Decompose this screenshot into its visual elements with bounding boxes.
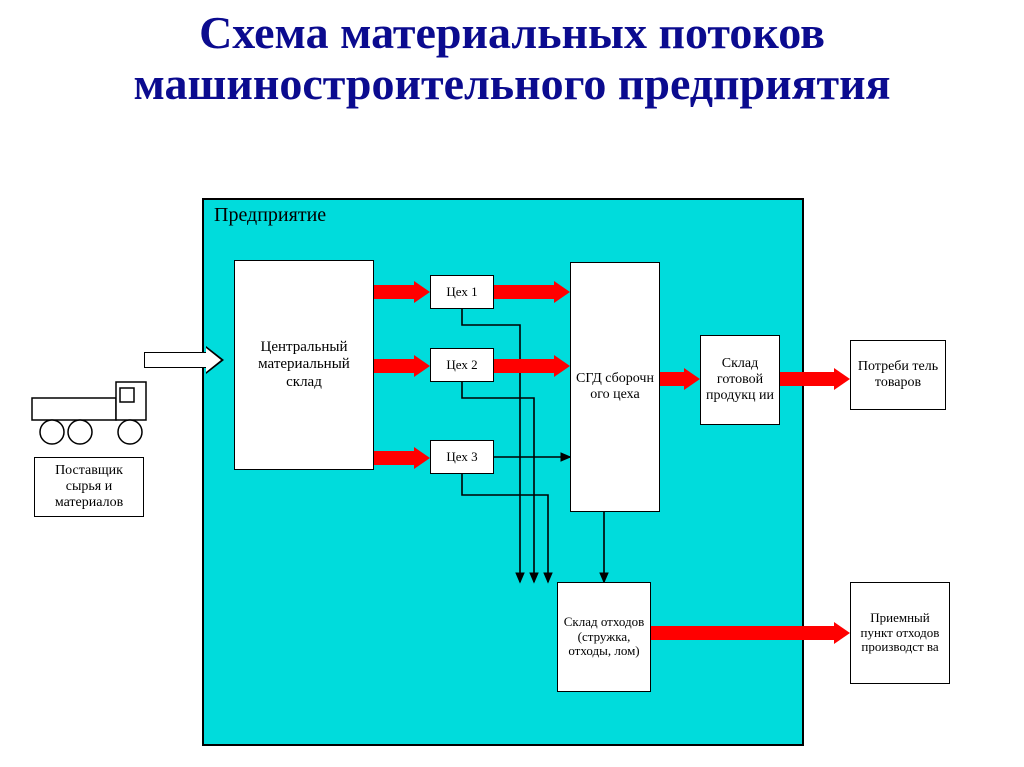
inflow-arrow [144, 346, 224, 374]
page-title: Схема материальных потоков машиностроите… [0, 0, 1024, 109]
truck-icon [30, 370, 160, 450]
node-consumer: Потреби тель товаров [850, 340, 946, 410]
node-workshop-3: Цех 3 [430, 440, 494, 474]
node-assembly-warehouse: СГД сборочн ого цеха [570, 262, 660, 512]
diagram-canvas: Схема материальных потоков машиностроите… [0, 0, 1024, 767]
node-supplier: Поставщик сырья и материалов [34, 457, 144, 517]
node-central-warehouse: Центральный материальный склад [234, 260, 374, 470]
node-waste-warehouse: Склад отходов (стружка, отходы, лом) [557, 582, 651, 692]
enterprise-label: Предприятие [214, 204, 326, 227]
node-waste-reception: Приемный пункт отходов производст ва [850, 582, 950, 684]
node-workshop-1: Цех 1 [430, 275, 494, 309]
node-workshop-2: Цех 2 [430, 348, 494, 382]
node-finished-goods: Склад готовой продукц ии [700, 335, 780, 425]
